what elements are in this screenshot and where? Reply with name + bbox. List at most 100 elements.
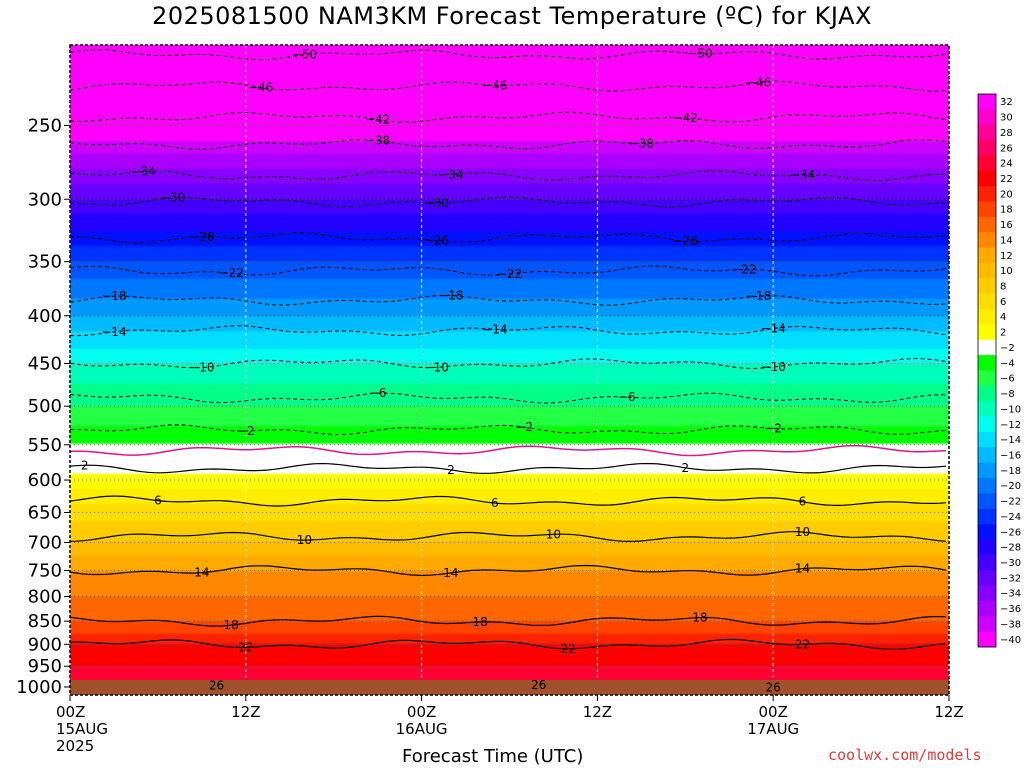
colorbar-label: 28 bbox=[1000, 128, 1013, 139]
contour-label: 26 bbox=[209, 679, 224, 693]
colorbar-swatch bbox=[978, 355, 996, 371]
x-tick-label: 00Z bbox=[56, 703, 85, 721]
colorbar-swatch bbox=[978, 585, 996, 602]
colorbar-swatch bbox=[978, 247, 996, 264]
colorbar-swatch bbox=[978, 324, 996, 341]
colorbar-label: 14 bbox=[1000, 235, 1013, 246]
contour-label: −14 bbox=[482, 322, 507, 336]
colorbar-label: −4 bbox=[1000, 358, 1015, 369]
colorbar-label: −18 bbox=[1000, 466, 1021, 477]
contour-line-10 bbox=[70, 531, 947, 543]
colorbar-label: 20 bbox=[1000, 189, 1013, 200]
contour-label: −6 bbox=[618, 390, 636, 404]
contour-label: −26 bbox=[673, 234, 698, 248]
colorbar-label: −10 bbox=[1000, 404, 1021, 415]
colorbar-label: −2 bbox=[1000, 343, 1015, 354]
colorbar-label: 26 bbox=[1000, 143, 1013, 154]
colorbar-label: −28 bbox=[1000, 543, 1021, 554]
colorbar-label: 24 bbox=[1000, 159, 1013, 170]
x-tick-label: 00Z bbox=[759, 703, 788, 721]
contour-label: 18 bbox=[224, 618, 239, 632]
colorbar-swatch bbox=[978, 232, 996, 248]
contour-label: −50 bbox=[292, 48, 317, 62]
contour-line-0 bbox=[70, 444, 947, 457]
contour-label: −22 bbox=[497, 267, 522, 281]
contour-label: 18 bbox=[692, 611, 707, 625]
contour-lines bbox=[70, 49, 947, 695]
temperature-field bbox=[70, 45, 949, 695]
colorbar-label: 8 bbox=[1000, 282, 1006, 293]
colorbar-swatch bbox=[978, 124, 996, 141]
colorbar-label: −40 bbox=[1000, 635, 1021, 646]
colorbar-swatch bbox=[978, 524, 996, 540]
colorbar-label: 2 bbox=[1000, 328, 1006, 339]
colorbar-swatch bbox=[978, 201, 996, 218]
colorbar-label: −14 bbox=[1000, 435, 1021, 446]
contour-label: 10 bbox=[297, 533, 312, 547]
contour-label: 2 bbox=[681, 461, 689, 475]
y-tick-label: 300 bbox=[28, 189, 62, 210]
colorbar-label: −22 bbox=[1000, 497, 1021, 508]
contour-label: 6 bbox=[491, 496, 499, 510]
colorbar-swatch bbox=[978, 140, 996, 156]
colorbar-label: −12 bbox=[1000, 420, 1021, 431]
colorbar-label: 10 bbox=[1000, 266, 1013, 277]
colorbar-label: −30 bbox=[1000, 558, 1021, 569]
colorbar-swatch bbox=[978, 339, 996, 356]
y-tick-label: 600 bbox=[28, 470, 62, 491]
contour-label: −38 bbox=[365, 134, 390, 148]
contour-label: 22 bbox=[560, 642, 575, 656]
colorbar-swatch bbox=[978, 570, 996, 586]
contour-line-6 bbox=[70, 495, 947, 507]
contour-label: −10 bbox=[424, 360, 449, 374]
contour-label: 6 bbox=[154, 494, 162, 508]
watermark-credit: coolwx.com/models bbox=[828, 746, 982, 764]
colorbar-swatch bbox=[978, 170, 996, 187]
plot-frame bbox=[69, 44, 950, 696]
contour-label: 22 bbox=[238, 640, 253, 654]
y-tick-label: 500 bbox=[28, 396, 62, 417]
colorbar-swatch bbox=[978, 401, 996, 417]
colorbar-swatch bbox=[978, 416, 996, 433]
colorbar-swatch bbox=[978, 508, 996, 525]
colorbar-legend: 32 30 28 26 24 22 20 18 16 14 12 10 8 6 4 2 −2 −4 −6 −8 −10 −… bbox=[977, 93, 1021, 648]
contour-label: −42 bbox=[365, 112, 390, 126]
colorbar-label: 6 bbox=[1000, 297, 1006, 308]
y-tick-label: 900 bbox=[28, 634, 62, 655]
contour-label: −6 bbox=[369, 386, 387, 400]
contour-label: −10 bbox=[761, 360, 786, 374]
colorbar-swatch bbox=[978, 155, 996, 172]
colorbar-swatch bbox=[978, 293, 996, 310]
colorbar-label: 30 bbox=[1000, 113, 1013, 124]
contour-label: −2 bbox=[237, 424, 255, 438]
y-tick-label: 450 bbox=[28, 354, 62, 375]
contour-label: −30 bbox=[424, 196, 449, 210]
contour-label: −2 bbox=[515, 420, 533, 434]
contour-label: −18 bbox=[746, 289, 771, 303]
y-tick-label: 250 bbox=[28, 115, 62, 136]
colorbar-swatch bbox=[978, 431, 996, 448]
colorbar-swatch bbox=[978, 186, 996, 202]
colorbar-swatch bbox=[978, 385, 996, 402]
contour-label: 26 bbox=[531, 678, 546, 692]
colorbar-swatch bbox=[978, 616, 996, 632]
y-tick-label: 1000 bbox=[16, 677, 62, 698]
y-tick-label: 650 bbox=[28, 502, 62, 523]
colorbar-swatch bbox=[978, 262, 996, 279]
colorbar-label: −16 bbox=[1000, 450, 1021, 461]
x-axis-label: Forecast Time (UTC) bbox=[402, 746, 584, 767]
colorbar-label: −6 bbox=[1000, 374, 1015, 385]
contour-label: 26 bbox=[766, 681, 781, 695]
y-tick-label: 550 bbox=[28, 435, 62, 456]
contour-label: 18 bbox=[473, 615, 488, 629]
contour-line-22 bbox=[70, 638, 947, 650]
colorbar-swatch bbox=[978, 278, 996, 294]
colorbar-label: −38 bbox=[1000, 619, 1021, 630]
contour-label: −46 bbox=[248, 81, 273, 95]
contour-label: −26 bbox=[189, 230, 214, 244]
contour-label: −34 bbox=[438, 167, 463, 181]
chart-title: 2025081500 NAM3KM Forecast Temperature (… bbox=[152, 2, 872, 30]
